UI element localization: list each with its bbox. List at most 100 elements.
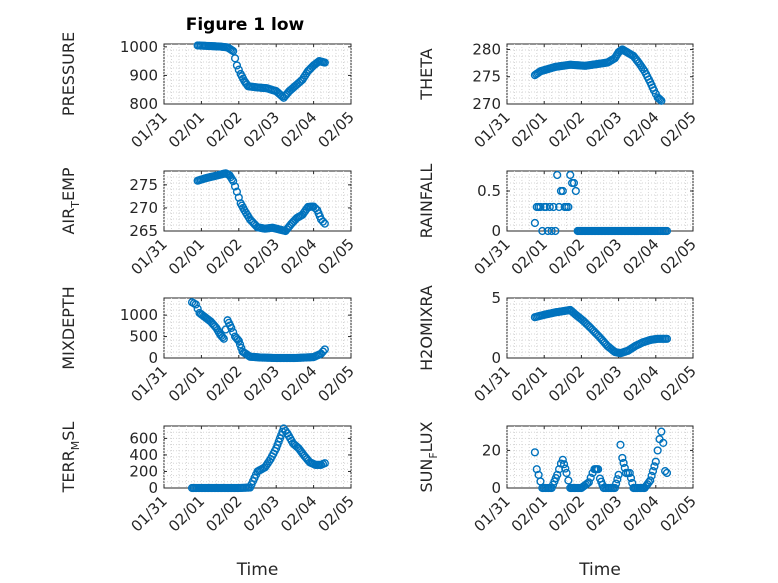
data-point	[583, 479, 592, 488]
data-point	[566, 170, 575, 180]
data-point	[558, 186, 567, 196]
data-point	[229, 177, 238, 186]
data-point	[559, 460, 569, 469]
data-point	[562, 468, 571, 478]
x-tick-label: 02/03	[582, 108, 625, 151]
x-tick-label: 02/02	[202, 362, 245, 405]
figure-title: Figure 1 low	[186, 15, 305, 35]
x-tick-label: 02/05	[657, 235, 700, 278]
y-tick-label: 270	[129, 199, 158, 217]
data-point	[613, 475, 622, 484]
y-tick-label: 200	[129, 462, 158, 480]
data-point	[551, 226, 560, 236]
x-tick-label: 02/04	[619, 362, 662, 405]
data-point	[320, 345, 329, 354]
y-tick-label: 275	[472, 68, 501, 86]
x-tick-label: 02/05	[315, 492, 358, 535]
x-tick-label: 02/01	[508, 362, 551, 405]
y-tick-label: 800	[129, 95, 158, 113]
x-tick-label: 01/31	[471, 362, 514, 405]
x-tick-label: 01/31	[471, 108, 514, 151]
data-point	[657, 427, 666, 436]
x-tick-label: 01/31	[128, 492, 171, 535]
data-point	[558, 455, 567, 464]
x-tick-label: 02/02	[202, 235, 245, 278]
x-tick-label: 02/03	[240, 235, 283, 278]
y-tick-label: 5	[491, 289, 501, 307]
data-point	[221, 325, 230, 334]
y-tick-label: 500	[129, 328, 158, 346]
y-tick-label: 600	[129, 429, 158, 447]
data-point	[191, 300, 200, 309]
x-tick-label: 02/01	[165, 492, 208, 535]
x-tick-label: 02/04	[277, 235, 320, 278]
x-tick-label: 02/05	[657, 362, 700, 405]
data-point	[657, 96, 666, 105]
data-point	[584, 478, 593, 487]
data-point	[594, 465, 603, 474]
x-tick-label: 02/05	[315, 235, 358, 278]
data-point	[619, 458, 628, 468]
y-axis-label: RAINFALL	[417, 164, 436, 239]
y-tick-label: 275	[129, 176, 158, 194]
data-point	[625, 468, 634, 478]
x-tick-label: 02/02	[545, 235, 588, 278]
data-point	[656, 95, 665, 104]
x-tick-label: 02/04	[277, 492, 320, 535]
data-point	[653, 446, 662, 455]
y-tick-label: 0	[148, 479, 158, 497]
x-tick-label: 02/04	[277, 108, 320, 151]
x-tick-label: 01/31	[471, 492, 514, 535]
y-tick-label: 0	[491, 349, 501, 367]
x-tick-label: 02/03	[582, 492, 625, 535]
data-point	[318, 347, 328, 356]
x-tick-label: 02/04	[619, 108, 662, 151]
x-tick-label: 02/03	[582, 362, 625, 405]
data-point	[547, 226, 556, 236]
data-point	[644, 478, 653, 487]
x-tick-label: 02/05	[657, 108, 700, 151]
data-point	[227, 323, 236, 333]
y-axis-label: TERRMSL	[59, 422, 82, 494]
y-tick-label: 400	[129, 446, 158, 464]
y-axis-label: H2OMIXRA	[417, 285, 436, 371]
data-point	[561, 464, 570, 473]
data-point	[536, 202, 545, 212]
y-tick-label: 0	[491, 479, 501, 497]
data-point	[564, 476, 573, 485]
data-point	[659, 438, 668, 448]
data-point	[549, 202, 558, 212]
data-point	[586, 473, 595, 482]
data-point	[545, 202, 554, 212]
x-tick-label: 02/01	[508, 492, 551, 535]
y-axis-label: THETA	[417, 48, 436, 100]
x-tick-label: 01/31	[128, 108, 171, 151]
data-point	[647, 471, 656, 480]
x-tick-label: 02/01	[165, 235, 208, 278]
y-tick-label: 270	[472, 95, 501, 113]
data-point	[320, 58, 329, 67]
x-tick-label: 02/03	[240, 108, 283, 151]
x-tick-label: 02/05	[315, 108, 358, 151]
data-point	[616, 440, 625, 449]
y-axis-label: SUNFLUX	[417, 421, 440, 492]
x-tick-label: 01/31	[471, 235, 514, 278]
x-tick-label: 02/01	[165, 362, 208, 405]
data-point	[553, 170, 562, 180]
data-point	[616, 46, 626, 55]
data-point	[626, 473, 636, 483]
y-axis-label: MIXDEPTH	[59, 286, 78, 369]
x-tick-label: 02/03	[582, 235, 625, 278]
x-tick-label: 02/01	[165, 108, 208, 151]
y-tick-label: 20	[482, 441, 501, 459]
data-point	[654, 94, 664, 103]
x-tick-label: 02/02	[202, 108, 245, 151]
y-tick-label: 0	[148, 349, 158, 367]
data-point	[571, 186, 580, 196]
